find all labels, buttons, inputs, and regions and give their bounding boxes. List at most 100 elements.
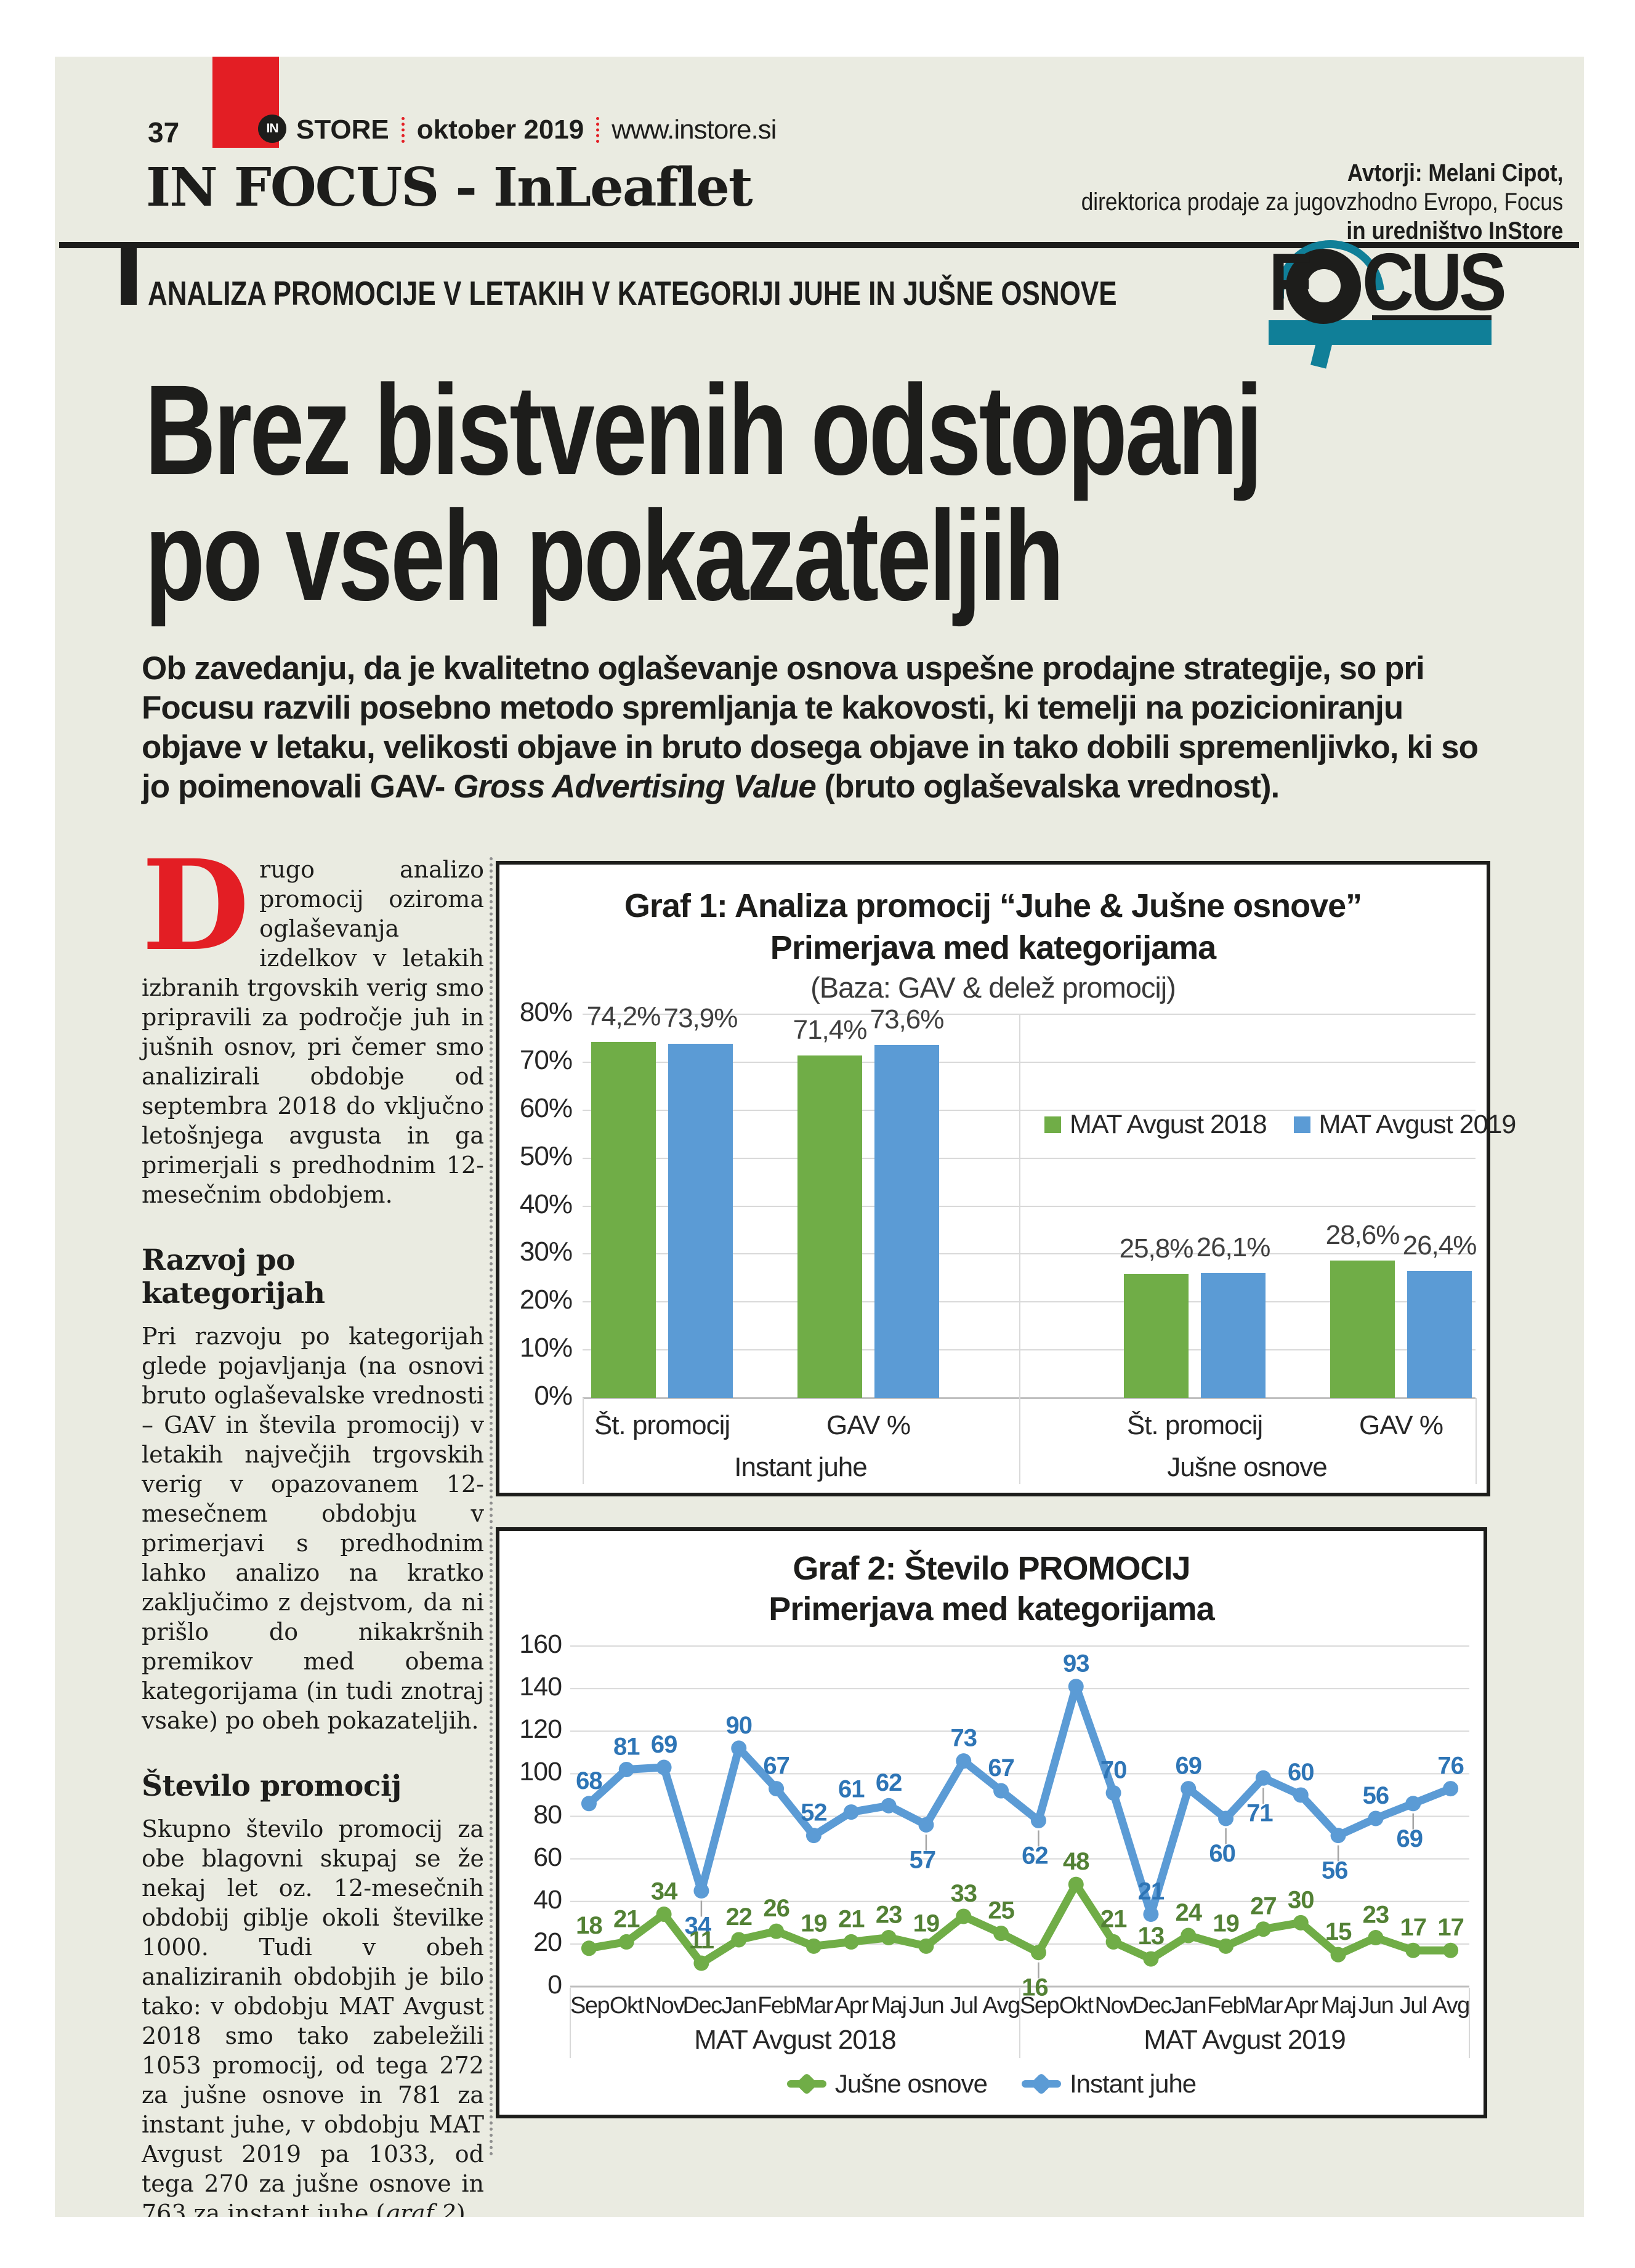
y-tick-label: 0% [534,1381,573,1411]
data-point [731,1932,747,1948]
data-point [1218,1938,1234,1954]
y-tick-label: 100 [519,1757,562,1787]
gridline [583,1253,1476,1255]
y-tick-label: 20 [533,1927,562,1957]
data-point-label-green: 21 [1100,1905,1127,1932]
axis-sublabel: Št. promocij [1126,1410,1263,1440]
bar-value-label: 74,2% [586,1001,661,1031]
data-point-label-green: 26 [763,1895,789,1922]
data-point [805,1828,822,1844]
y-tick-label: 20% [519,1285,573,1315]
instore-badge-icon: IN [258,115,286,143]
data-point [1330,1947,1346,1963]
y-tick-label: 40% [519,1188,573,1219]
instore-badge-text: IN [266,121,279,135]
column-divider-dotted [490,857,493,2157]
data-point-label-blue: 61 [838,1776,865,1803]
legend-marker [1022,2072,1061,2096]
brand-name: STORE [296,115,389,145]
data-point-label-blue: 57 [910,1846,936,1873]
data-point [956,1908,972,1924]
plot-area: 74,2% 73,9% 71,4% 73,6% 25,8% 26,1% 28,6% 26,4% [583,1001,1477,1398]
masthead-line: STORE oktober 2019 www.instore.si [296,115,777,145]
axis-sublabel: GAV % [1358,1410,1443,1440]
graf2-canvas: 0 20 40 60 80 100 120 140 160 68 81 69 34 90 67 52 61 62 5… [499,1531,1484,2115]
month-label: Nov [1094,1993,1135,2019]
data-point [1143,1951,1159,1967]
data-point-label-blue: 73 [951,1725,977,1752]
bar [591,1042,656,1398]
line-chart-svg: 68 81 69 34 90 67 52 61 62 57 73 67 62 93 70 21 69 60 71 60… [570,1645,1469,2001]
bar-value-label: 71,4% [793,1015,868,1045]
logo-teal-bar [1269,320,1492,345]
dotted-separator-icon [596,117,600,143]
focus-logo: F CUS [1254,218,1507,371]
month-label: Nov [645,1993,685,2019]
legend-marker [786,2072,826,2096]
magnifier-lens-hole [1307,269,1341,302]
axis-sublabel: Št. promocij [594,1410,730,1440]
month-label: Okt [1059,1993,1094,2019]
month-label: Avg [1432,1993,1470,2019]
axis-border-left [583,1398,584,1484]
gridline [583,1157,1476,1159]
data-point-label-blue: 90 [726,1712,753,1739]
data-point-label-blue: 56 [1322,1857,1348,1884]
bar-value-label: 73,9% [663,1003,738,1033]
data-point-label-blue: 62 [876,1769,902,1796]
data-point [1293,1915,1309,1931]
legend-marker-diamond [795,2072,818,2096]
data-point [1218,1810,1234,1826]
data-point-label-green: 18 [576,1912,602,1939]
logo-underline [1372,315,1492,320]
data-point-label-green: 16 [1022,1974,1048,2001]
paragraph: Skupno število promocij za obe blagovni … [142,1814,484,2217]
data-point-label-green: 21 [613,1905,640,1932]
axis-strip-border [570,1988,571,2058]
data-point-label-green: 33 [951,1880,977,1907]
data-point-label-blue: 93 [1063,1650,1089,1677]
data-point-label-blue: 81 [613,1733,640,1760]
bar [1407,1271,1472,1398]
data-point-label-blue: 21 [1138,1878,1165,1905]
data-point-label-blue: 69 [1176,1753,1202,1780]
y-tick-label: 80 [533,1799,562,1830]
data-point-label-blue: 34 [685,1912,712,1939]
data-point [731,1740,747,1756]
graf2-subtitle: Primerjava med kategorijama [769,1591,1214,1628]
bar-value-label: 28,6% [1325,1220,1400,1250]
data-point-label-blue: 69 [651,1731,677,1758]
month-label: Dec [1132,1993,1173,2019]
subheading-razvoj: Razvoj po kategorijah [142,1243,325,1310]
gridline [583,1061,1476,1063]
period-label: MAT Avgust 2018 [694,2025,896,2055]
y-tick-label: 0 [547,1970,562,2000]
data-point-label-green: 21 [838,1905,865,1932]
data-point-label-green: 17 [1400,1914,1427,1941]
graf2-chart: 0 20 40 60 80 100 120 140 160 68 81 69 34 90 67 52 61 62 5… [496,1527,1487,2118]
data-point-label-blue: 60 [1209,1840,1235,1867]
legend-label: Instant juhe [1070,2069,1197,2098]
drop-cap: D [142,832,250,979]
bar [668,1044,733,1398]
data-point-label-blue: 67 [763,1753,789,1780]
data-point-label-blue: 69 [1397,1825,1423,1852]
data-point [918,1938,934,1954]
legend-marker-diamond [1030,2072,1053,2096]
y-tick-label: 80% [519,997,573,1027]
y-tick-label: 60 [533,1842,562,1872]
data-point [693,1883,709,1899]
month-label: Maj [871,1993,907,2019]
graf2-title: Graf 2: Število PROMOCIJ [793,1550,1190,1587]
data-point [993,1926,1009,1942]
month-label: Avg [982,1993,1020,2019]
data-point-label-green: 19 [1213,1910,1239,1937]
data-point [1330,1828,1346,1844]
data-point [1068,1679,1084,1695]
y-tick-label: 10% [519,1333,573,1363]
data-point-label-green: 17 [1437,1914,1464,1941]
month-label: Jul [1399,1993,1428,2019]
data-point-label-green: 19 [913,1910,940,1937]
legend-label: Jušne osnove [834,2069,988,2098]
month-label: Sep [570,1993,610,2019]
